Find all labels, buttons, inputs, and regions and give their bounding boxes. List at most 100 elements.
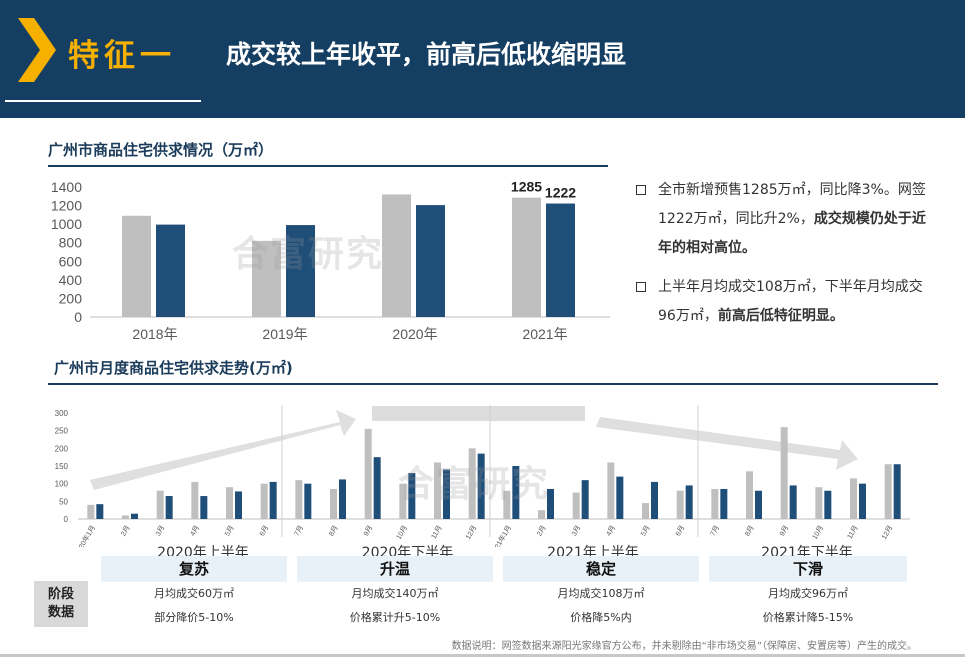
data-label: 1285	[511, 179, 542, 195]
stage-1-price: 部分降价5-10%	[154, 611, 234, 624]
y-tick-label: 600	[59, 253, 83, 269]
stage-2-name: 升温	[297, 556, 493, 582]
summary-bullets: 全市新增预售1285万㎡，同比降3%。网签1222万㎡，同比升2%，成交规模仍处…	[636, 176, 936, 341]
data-label: 1222	[545, 185, 576, 201]
supply-bar	[676, 490, 684, 519]
deal-bar	[685, 485, 693, 519]
bottom-rule	[0, 654, 965, 657]
stage-2-price: 价格累计升5-10%	[349, 611, 441, 624]
supply-bar	[87, 504, 95, 519]
deal-bar	[616, 476, 624, 519]
supply-bar	[884, 464, 892, 519]
x-tick-label: 4月	[189, 524, 201, 537]
stage-3-name: 稳定	[503, 556, 699, 582]
x-tick-label: 5月	[639, 524, 651, 537]
x-tick-label: 8月	[743, 524, 755, 537]
supply-bar	[512, 197, 541, 317]
deal-bar	[824, 490, 832, 519]
y-tick-label: 50	[59, 497, 68, 506]
x-tick-label: 7月	[709, 524, 721, 537]
x-tick-label: 12月	[464, 524, 478, 541]
deal-bar	[156, 224, 185, 317]
supply-bar	[538, 510, 545, 519]
trend-plateau-bar	[372, 406, 585, 421]
data-note: 数据说明：网签数据来源阳光家缘官方公布，并未剔除由“非市场交易”（保障房、安置房…	[451, 641, 917, 652]
x-tick-label: 7月	[293, 524, 305, 537]
supply-bar	[780, 427, 788, 519]
deal-bar	[859, 483, 866, 519]
x-tick-label: 10月	[395, 524, 409, 541]
y-tick-label: 150	[55, 462, 69, 471]
y-tick-label: 100	[55, 480, 69, 489]
supply-bar	[382, 194, 411, 317]
deal-bar	[165, 496, 173, 519]
annual-chart: 0 200 400 600 800 1000 1200 1400 2018年 2019年 2020年…	[51, 179, 610, 342]
supply-bar	[607, 462, 615, 519]
trend-up-arrow	[90, 410, 356, 490]
supply-bar	[330, 488, 337, 519]
x-tick-label: 6月	[674, 524, 686, 537]
stage-3-price: 价格降5%内	[570, 611, 632, 624]
deal-bar	[269, 481, 277, 519]
stage-4-avg: 月均成交96万㎡	[768, 587, 848, 600]
stage-1-avg: 月均成交60万㎡	[154, 587, 234, 600]
deal-bar	[893, 464, 901, 519]
supply-bar	[226, 487, 233, 519]
y-tick-label: 1400	[51, 179, 82, 195]
x-tick-label: 2020年1月	[73, 524, 98, 548]
supply-bar	[191, 481, 199, 519]
x-tick-label: 4月	[605, 524, 617, 537]
deal-bar	[443, 469, 450, 519]
y-tick-label: 800	[59, 235, 83, 251]
trend-down-arrow	[596, 417, 858, 470]
section1-title: 广州市商品住宅供求情况（万㎡）	[48, 141, 274, 159]
x-tick-label: 11月	[846, 524, 860, 540]
deal-bar	[720, 488, 728, 519]
supply-bar	[746, 471, 753, 519]
chevron-icon	[18, 18, 56, 82]
supply-bar	[503, 490, 511, 519]
x-tick-label: 9月	[778, 524, 790, 537]
supply-bar	[156, 490, 164, 519]
stage-data-label: 阶段 数据	[34, 581, 88, 627]
x-tick-label: 5月	[223, 524, 235, 537]
x-tick-label: 3月	[154, 524, 166, 537]
y-tick-label: 200	[55, 444, 69, 453]
supply-bar	[468, 448, 476, 519]
supply-bar	[399, 483, 407, 519]
bullet-2: 上半年月均成交108万㎡，下半年月均成交96万㎡，前高后低特征明显。	[636, 273, 936, 331]
deal-bar	[286, 225, 315, 317]
deal-bar	[131, 513, 138, 519]
side-label-text: 阶段 数据	[47, 587, 74, 620]
x-tick-label: 6月	[258, 524, 270, 537]
y-tick-label: 1200	[51, 198, 82, 214]
deal-bar	[96, 504, 104, 519]
x-tick-label: 11月	[430, 524, 444, 540]
supply-bar	[260, 483, 268, 519]
x-tick-label: 2019年	[262, 326, 307, 342]
supply-bar	[642, 503, 649, 519]
bullet-square-icon	[636, 282, 646, 292]
supply-bar	[364, 428, 372, 519]
section2-divider	[48, 383, 938, 385]
supply-bar	[122, 515, 129, 519]
x-tick-label: 2018年	[132, 326, 177, 342]
deal-bar	[200, 496, 208, 519]
x-tick-label: 2月	[119, 524, 131, 537]
stage-4-name: 下滑	[709, 556, 907, 582]
deal-bar	[546, 203, 575, 317]
deal-bar	[789, 485, 797, 519]
stage-3-avg: 月均成交108万㎡	[557, 587, 645, 600]
x-tick-label: 3月	[570, 524, 582, 537]
section2-title: 广州市月度商品住宅供求走势(万㎡)	[54, 359, 293, 377]
deal-bar	[339, 479, 346, 519]
supply-bar	[711, 488, 719, 519]
y-tick-label: 250	[55, 427, 69, 436]
page-title: 成交较上年收平，前高后低收缩明显	[226, 40, 627, 69]
deal-bar	[755, 490, 762, 519]
supply-bar	[252, 240, 281, 317]
deal-bar	[512, 466, 520, 519]
x-tick-label: 10月	[811, 524, 825, 541]
deal-bar	[416, 205, 445, 317]
y-tick-label: 0	[64, 515, 69, 524]
